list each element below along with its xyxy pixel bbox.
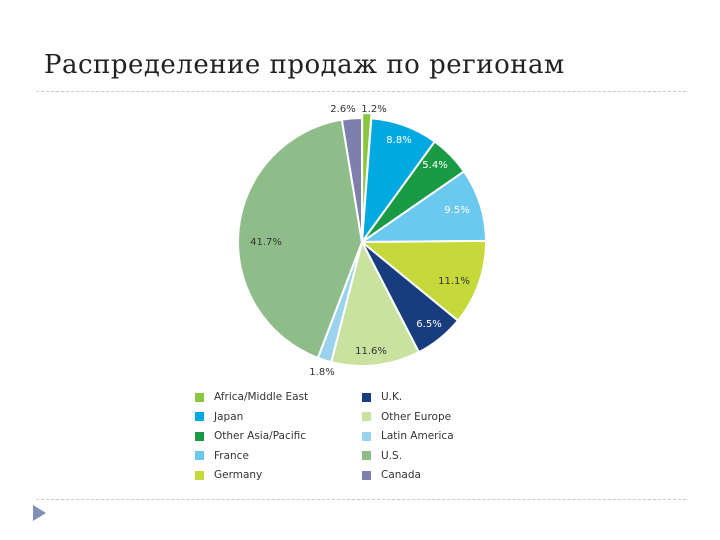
- legend-label: Latin America: [381, 430, 454, 443]
- slice-label-u-k: 6.5%: [416, 319, 441, 330]
- legend-swatch: [195, 451, 204, 461]
- legend-swatch: [362, 392, 371, 402]
- legend-swatch: [195, 470, 204, 480]
- legend-swatch: [195, 392, 204, 402]
- slice-label-other-asia-pacific: 5.4%: [422, 160, 447, 171]
- slice-label-u-s: 41.7%: [250, 237, 282, 248]
- slide-title: Распределение продаж по регионам: [44, 50, 565, 80]
- pie-slice-canada: [340, 116, 363, 243]
- legend-item-latin-america: Latin America: [362, 429, 454, 443]
- legend-label: Japan: [214, 410, 244, 423]
- legend-label: Other Europe: [381, 410, 452, 423]
- slice-label-africa-middle-east: 1.2%: [361, 104, 386, 115]
- pie-slice-u-s: [237, 118, 364, 360]
- legend-item-other-europe: Other Europe: [362, 410, 451, 424]
- slice-label-japan: 8.8%: [386, 135, 411, 146]
- legend-swatch: [362, 470, 371, 480]
- legend-label: Other Asia/Pacific: [214, 430, 307, 443]
- legend-item-france: France: [195, 449, 249, 463]
- legend-item-u-s: U.S.: [362, 449, 402, 463]
- slice-label-latin-america: 1.8%: [309, 367, 334, 378]
- legend-item-africa-middle-east: Africa/Middle East: [195, 390, 308, 404]
- legend-item-other-asia-pacific: Other Asia/Pacific: [195, 429, 306, 443]
- legend-swatch: [362, 451, 371, 461]
- legend-item-germany: Germany: [195, 468, 262, 482]
- footer-divider: [36, 499, 686, 500]
- legend-label: Germany: [214, 469, 263, 482]
- legend-label: U.S.: [381, 449, 403, 462]
- legend-label: France: [214, 449, 249, 462]
- legend-swatch: [195, 431, 204, 441]
- legend-item-canada: Canada: [362, 468, 421, 482]
- legend-item-japan: Japan: [195, 410, 243, 424]
- legend-swatch: [362, 431, 371, 441]
- pie-slice-germany: [359, 239, 487, 323]
- slice-label-france: 9.5%: [444, 205, 469, 216]
- slice-label-germany: 11.1%: [438, 276, 470, 287]
- slice-label-other-europe: 11.6%: [355, 346, 387, 357]
- legend-label: Canada: [381, 469, 421, 482]
- legend-label: U.K.: [381, 391, 403, 403]
- legend-swatch: [362, 412, 371, 422]
- slice-label-canada: 2.6%: [330, 104, 355, 115]
- pie-slice-other-europe: [330, 239, 421, 367]
- legend-label: Africa/Middle East: [214, 391, 309, 403]
- title-divider: [36, 91, 686, 92]
- legend-swatch: [195, 412, 204, 422]
- slide-bullet-arrow-icon: [33, 505, 46, 521]
- legend-item-u-k: U.K.: [362, 390, 402, 404]
